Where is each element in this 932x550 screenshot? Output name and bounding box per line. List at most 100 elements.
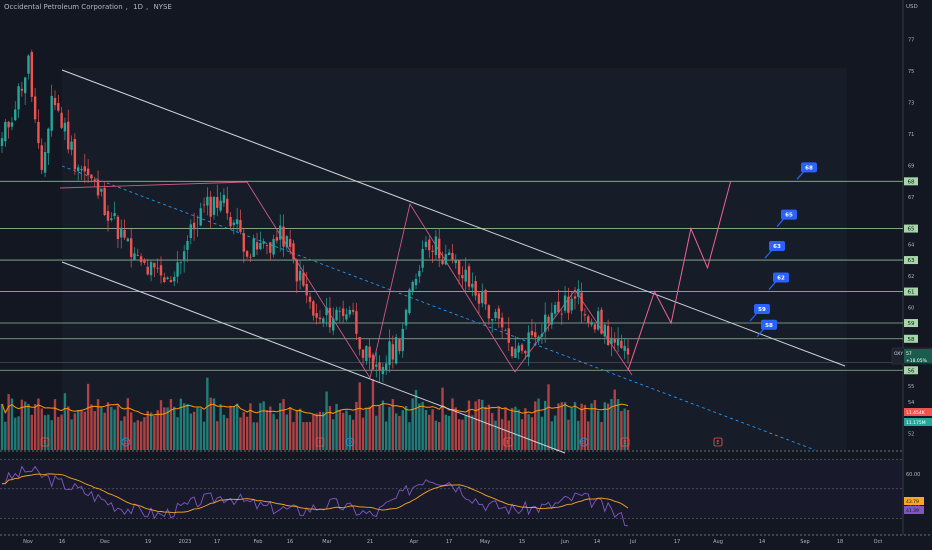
volume-bar bbox=[173, 406, 176, 450]
candle-body bbox=[186, 240, 189, 250]
volume-bar bbox=[573, 402, 577, 450]
time-tick-label: Apr bbox=[410, 539, 420, 545]
candle-body bbox=[404, 309, 408, 326]
time-tick-label: 17 bbox=[446, 539, 452, 545]
volume-bar bbox=[302, 422, 305, 450]
callout-label: 59 bbox=[758, 307, 766, 313]
candle-body bbox=[288, 239, 292, 247]
candle-body bbox=[27, 55, 30, 74]
volume-bar bbox=[580, 403, 583, 450]
candle-body bbox=[322, 318, 325, 323]
candle-body bbox=[540, 333, 544, 337]
volume-bar bbox=[103, 412, 106, 450]
dividend-marker[interactable]: D bbox=[121, 437, 131, 447]
earnings-marker[interactable]: E bbox=[40, 437, 50, 447]
price-tick-label: 71 bbox=[908, 132, 914, 138]
level-callout[interactable]: 58 bbox=[756, 319, 777, 338]
time-axis[interactable]: Nov 16 Dec 19 2023 17 Feb 16 Mar 21 Apr 17 May 15 Jun 1… bbox=[23, 539, 882, 545]
candle-body bbox=[517, 345, 520, 353]
candle-body bbox=[86, 168, 90, 176]
volume-bar bbox=[345, 410, 348, 450]
earnings-marker[interactable]: E bbox=[620, 437, 630, 447]
volume-bar bbox=[123, 416, 126, 450]
volume-bar bbox=[447, 415, 451, 450]
candle-body bbox=[17, 86, 20, 110]
candle-body bbox=[166, 277, 169, 279]
volume-bar bbox=[606, 403, 610, 450]
level-callout[interactable]: 63 bbox=[764, 241, 785, 259]
volume-bar bbox=[375, 415, 378, 450]
volume-bar bbox=[17, 416, 20, 450]
projection-path[interactable] bbox=[627, 181, 732, 371]
level-callout[interactable]: 62 bbox=[768, 272, 789, 290]
level-callout[interactable]: 65 bbox=[776, 209, 797, 227]
level-callout[interactable]: 59 bbox=[749, 304, 770, 322]
volume-bar bbox=[361, 417, 365, 450]
volume-bar bbox=[136, 420, 139, 450]
volume-bar bbox=[305, 422, 308, 450]
time-tick-label: 16 bbox=[287, 539, 293, 545]
volume-bar bbox=[156, 410, 159, 450]
interval-label[interactable]: 1D bbox=[133, 3, 143, 11]
dividend-marker[interactable]: D bbox=[345, 437, 355, 447]
rsi-pane[interactable] bbox=[0, 459, 903, 527]
candle-body bbox=[454, 260, 457, 264]
price-tick-label: 64 bbox=[908, 242, 914, 248]
candle-body bbox=[510, 346, 514, 357]
candle-body bbox=[279, 225, 282, 240]
candle-body bbox=[308, 296, 312, 302]
earnings-marker[interactable]: E bbox=[315, 437, 325, 447]
callout-label: 62 bbox=[777, 276, 785, 282]
volume-bar bbox=[494, 420, 497, 450]
level-callout[interactable]: 68 bbox=[796, 162, 817, 180]
volume-bar bbox=[30, 414, 34, 450]
candle-body bbox=[394, 337, 398, 364]
channel-upper-line[interactable] bbox=[61, 69, 846, 367]
candle-body bbox=[484, 289, 487, 305]
volume-bar bbox=[335, 403, 338, 450]
volume-bar bbox=[587, 421, 590, 450]
candle-body bbox=[159, 265, 163, 276]
channel-lower-line[interactable] bbox=[61, 261, 566, 454]
candle-body bbox=[610, 337, 613, 345]
candle-body bbox=[464, 269, 467, 282]
candle-body bbox=[73, 138, 77, 170]
symbol-name[interactable]: Occidental Petroleum Corporation bbox=[4, 3, 123, 11]
earnings-marker[interactable]: E bbox=[503, 437, 513, 447]
channel-midline[interactable] bbox=[61, 165, 816, 451]
level-axis-label: 56 bbox=[908, 368, 915, 374]
level-axis-label: 61 bbox=[908, 290, 915, 296]
candle-body bbox=[504, 330, 507, 332]
level-axis-tag bbox=[904, 224, 918, 233]
level-axis-label: 59 bbox=[908, 321, 915, 327]
volume-bar bbox=[507, 420, 510, 450]
volume-bar bbox=[570, 408, 573, 450]
marker-frame bbox=[40, 437, 50, 447]
callout-label: 65 bbox=[785, 213, 793, 219]
time-tick-label: Jul bbox=[629, 539, 636, 545]
volume-bar bbox=[553, 415, 557, 450]
volume-bar bbox=[53, 399, 57, 450]
price-channel[interactable] bbox=[61, 69, 846, 454]
candle-body bbox=[242, 233, 245, 252]
candle-body bbox=[269, 242, 272, 253]
volume-bars bbox=[0, 377, 630, 450]
volume-bar bbox=[431, 409, 434, 450]
volume-bar bbox=[252, 422, 255, 450]
volume-bar bbox=[616, 399, 620, 450]
candle-body bbox=[332, 318, 335, 331]
candle-body bbox=[461, 275, 464, 279]
candle-body bbox=[37, 121, 40, 144]
volume-bar bbox=[33, 404, 37, 450]
callout-box bbox=[754, 304, 770, 315]
candle-body bbox=[491, 318, 494, 321]
candle-body bbox=[557, 301, 560, 313]
candlesticks bbox=[0, 49, 630, 382]
volume-bar bbox=[226, 418, 229, 450]
volume-bar bbox=[524, 408, 527, 450]
current-price-badge[interactable]: OXY 57+18.05% bbox=[891, 347, 932, 365]
chart-title-bar: Occidental Petroleum Corporation, 1D, NY… bbox=[4, 3, 175, 11]
dividend-marker[interactable]: D bbox=[579, 437, 589, 447]
earnings-marker[interactable]: E bbox=[713, 437, 723, 447]
